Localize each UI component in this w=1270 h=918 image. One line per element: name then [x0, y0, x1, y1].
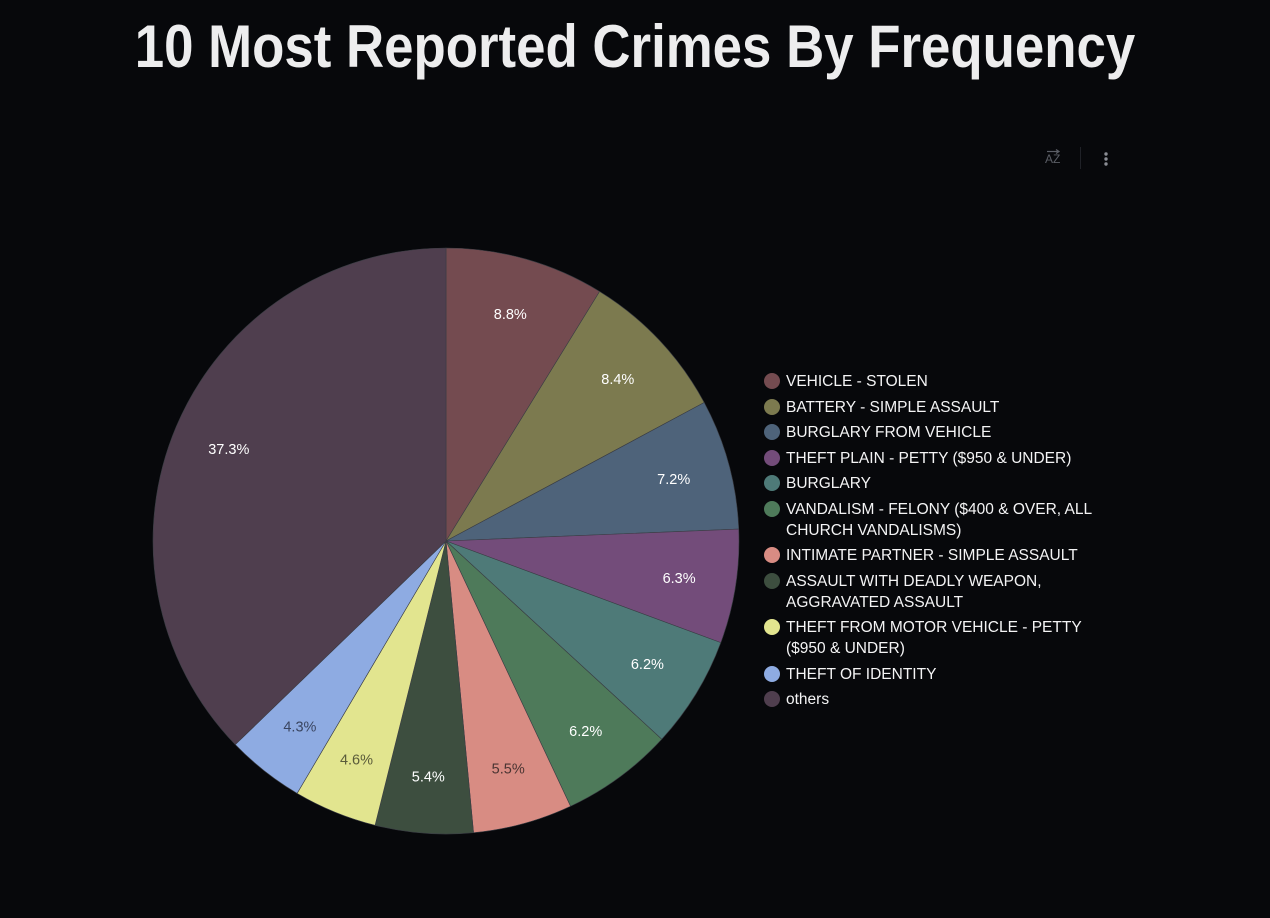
- legend-item[interactable]: THEFT FROM MOTOR VEHICLE - PETTY ($950 &…: [764, 617, 1104, 659]
- pie-slice-label: 6.2%: [569, 724, 602, 740]
- svg-text:A: A: [1045, 152, 1053, 166]
- legend-item[interactable]: VANDALISM - FELONY ($400 & OVER, ALL CHU…: [764, 499, 1104, 541]
- legend-swatch: [764, 665, 780, 682]
- pie-slices: [152, 247, 740, 835]
- legend-label: BURGLARY: [786, 475, 871, 492]
- pie-chart: 8.8% 8.4% 7.2% 6.3% 6.2% 6.2% 5.5% 5.4% 4.6% 4.3%…: [152, 247, 740, 835]
- legend-swatch: [764, 691, 780, 707]
- legend-item[interactable]: THEFT OF IDENTITY: [764, 664, 1104, 685]
- pie-slice[interactable]: [445, 247, 601, 543]
- pie-slice[interactable]: [445, 528, 740, 644]
- legend-label: THEFT FROM MOTOR VEHICLE - PETTY ($950 &…: [786, 619, 1082, 657]
- more-vertical-icon[interactable]: [1098, 148, 1114, 168]
- legend-label: BATTERY - SIMPLE ASSAULT: [786, 398, 1000, 416]
- legend-swatch: [764, 449, 780, 466]
- legend-label: ASSAULT WITH DEADLY WEAPON, AGGRAVATED A…: [786, 572, 1042, 611]
- legend-label: INTIMATE PARTNER - SIMPLE ASSAULT: [786, 547, 1078, 564]
- svg-text:Z: Z: [1053, 152, 1060, 166]
- legend-label: BURGLARY FROM VEHICLE: [786, 424, 992, 441]
- pie-slice[interactable]: [445, 402, 740, 542]
- pie-slice-label: 5.4%: [412, 769, 445, 785]
- legend-swatch: [764, 619, 780, 635]
- legend-item[interactable]: BURGLARY: [764, 473, 1104, 494]
- pie-slice-label: 4.6%: [340, 752, 373, 768]
- pie-slice-label: 4.3%: [283, 719, 316, 735]
- legend-swatch: [764, 547, 780, 563]
- legend-label: VANDALISM - FELONY ($400 & OVER, ALL CHU…: [786, 500, 1092, 539]
- legend-swatch: [764, 475, 780, 491]
- pie-slice-label: 8.8%: [494, 307, 527, 323]
- chart-title: 10 Most Reported Crimes By Frequency: [134, 13, 1136, 80]
- legend-swatch: [764, 572, 780, 589]
- legend-item[interactable]: BATTERY - SIMPLE ASSAULT: [764, 397, 1104, 418]
- pie-slice-label: 6.2%: [631, 657, 664, 673]
- pie-slice-label: 7.2%: [657, 472, 690, 488]
- pie-slice-label: 6.3%: [663, 571, 696, 587]
- legend-swatch: [764, 373, 780, 389]
- legend-swatch: [764, 500, 780, 517]
- legend-item[interactable]: BURGLARY FROM VEHICLE: [764, 422, 1104, 443]
- legend-item[interactable]: ASSAULT WITH DEADLY WEAPON, AGGRAVATED A…: [764, 571, 1104, 613]
- sort-az-icon[interactable]: A Z: [1042, 148, 1066, 168]
- legend-label: others: [786, 691, 830, 708]
- pie-slice-label: 8.4%: [601, 372, 634, 388]
- chart-legend: VEHICLE - STOLEN BATTERY - SIMPLE ASSAULT…: [764, 371, 1104, 715]
- legend-swatch: [764, 398, 780, 415]
- toolbar-divider: [1080, 147, 1081, 169]
- legend-label: VEHICLE - STOLEN: [786, 373, 928, 390]
- legend-item[interactable]: THEFT PLAIN - PETTY ($950 & UNDER): [764, 448, 1104, 469]
- pie-labels: 8.8% 8.4% 7.2% 6.3% 6.2% 6.2% 5.5% 5.4% 4.6% 4.3%…: [208, 307, 695, 785]
- legend-label: THEFT PLAIN - PETTY ($950 & UNDER): [786, 449, 1072, 467]
- pie-slice-label: 5.5%: [492, 762, 525, 778]
- chart-toolbar: A Z: [1038, 145, 1128, 171]
- pie-slice[interactable]: [152, 247, 447, 746]
- legend-item[interactable]: others: [764, 689, 1104, 710]
- pie-slice-label: 37.3%: [208, 442, 249, 458]
- legend-label: THEFT OF IDENTITY: [786, 665, 937, 683]
- pie-slice[interactable]: [445, 291, 705, 542]
- legend-item[interactable]: VEHICLE - STOLEN: [764, 371, 1104, 392]
- legend-swatch: [764, 424, 780, 440]
- legend-item[interactable]: INTIMATE PARTNER - SIMPLE ASSAULT: [764, 545, 1104, 566]
